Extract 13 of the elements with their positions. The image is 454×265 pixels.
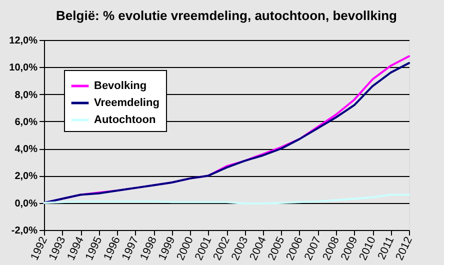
y-tick-label: 6,0% xyxy=(14,116,38,128)
legend-label: Bevolking xyxy=(94,80,147,92)
y-tick-label: 8,0% xyxy=(14,90,38,101)
y-tick-label: 2,0% xyxy=(14,171,38,182)
chart-title: België: % evolutie vreemdeling, autochtoon, bevollking xyxy=(56,8,398,23)
y-tick-label: 4,0% xyxy=(14,144,38,156)
y-tick-label: 10,0% xyxy=(9,62,38,74)
y-tick-label: -2,0% xyxy=(11,226,38,236)
y-tick-label: 12,0% xyxy=(9,36,38,46)
y-tick-label: 0,0% xyxy=(14,198,38,210)
legend-label: Vreemdeling xyxy=(94,97,160,109)
legend-label: Autochtoon xyxy=(94,114,156,126)
line-series xyxy=(43,194,410,205)
